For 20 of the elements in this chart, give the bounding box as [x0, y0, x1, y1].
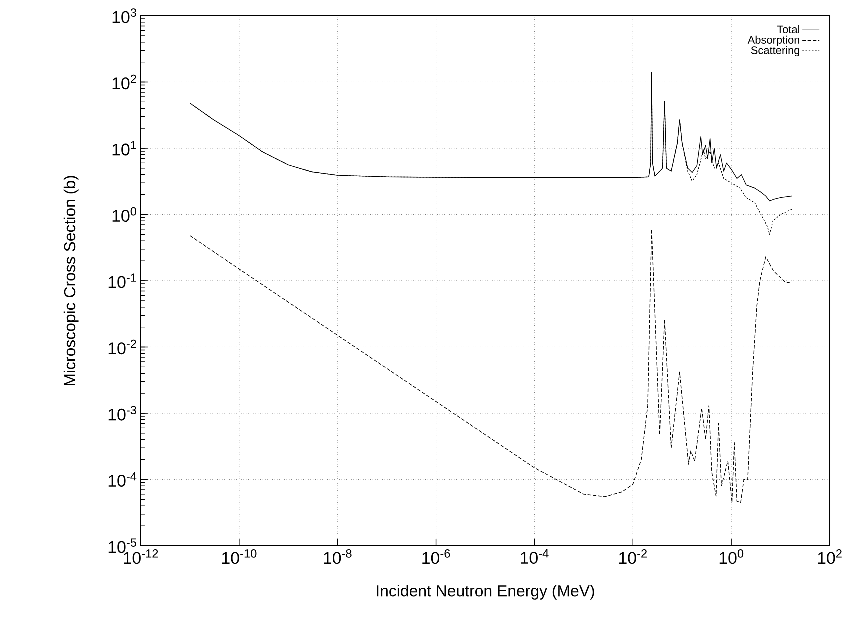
- y-tick-label: 10$^{-4}$: [108, 472, 137, 488]
- y-tick-label: 10$^{-1}$: [108, 274, 136, 288]
- y-tick-label: 10$^{1}$: [112, 141, 136, 156]
- x-tick-label: 10$^{-10}$: [222, 550, 257, 564]
- y-tick-label: 10$^{0}$: [112, 207, 137, 222]
- y-tick-label: 10$^{-2}$: [108, 340, 136, 355]
- x-axis-title: Incident Neutron Energy (MeV): [377, 585, 594, 600]
- y-axis-title: Microscopic Cross Section (b): [64, 176, 79, 386]
- x-tick-label: 10$^{-6}$: [422, 550, 450, 564]
- y-tick-label: 10$^{3}$: [112, 8, 136, 24]
- x-tick-label: 10$^{2}$: [818, 550, 842, 564]
- x-tick-label: 10$^{-8}$: [324, 550, 352, 564]
- legend-label: Scattering: [751, 46, 800, 57]
- legend-label: Total: [777, 25, 800, 34]
- y-tick-label: 10$^{2}$: [112, 74, 136, 90]
- x-tick-label: 10$^{0}$: [720, 550, 744, 564]
- x-tick-label: 10$^{-4}$: [521, 550, 549, 564]
- legend-label: Absorption: [748, 36, 800, 46]
- y-tick-label: 10$^{-3}$: [108, 406, 136, 421]
- x-tick-label: 10$^{-2}$: [620, 550, 647, 564]
